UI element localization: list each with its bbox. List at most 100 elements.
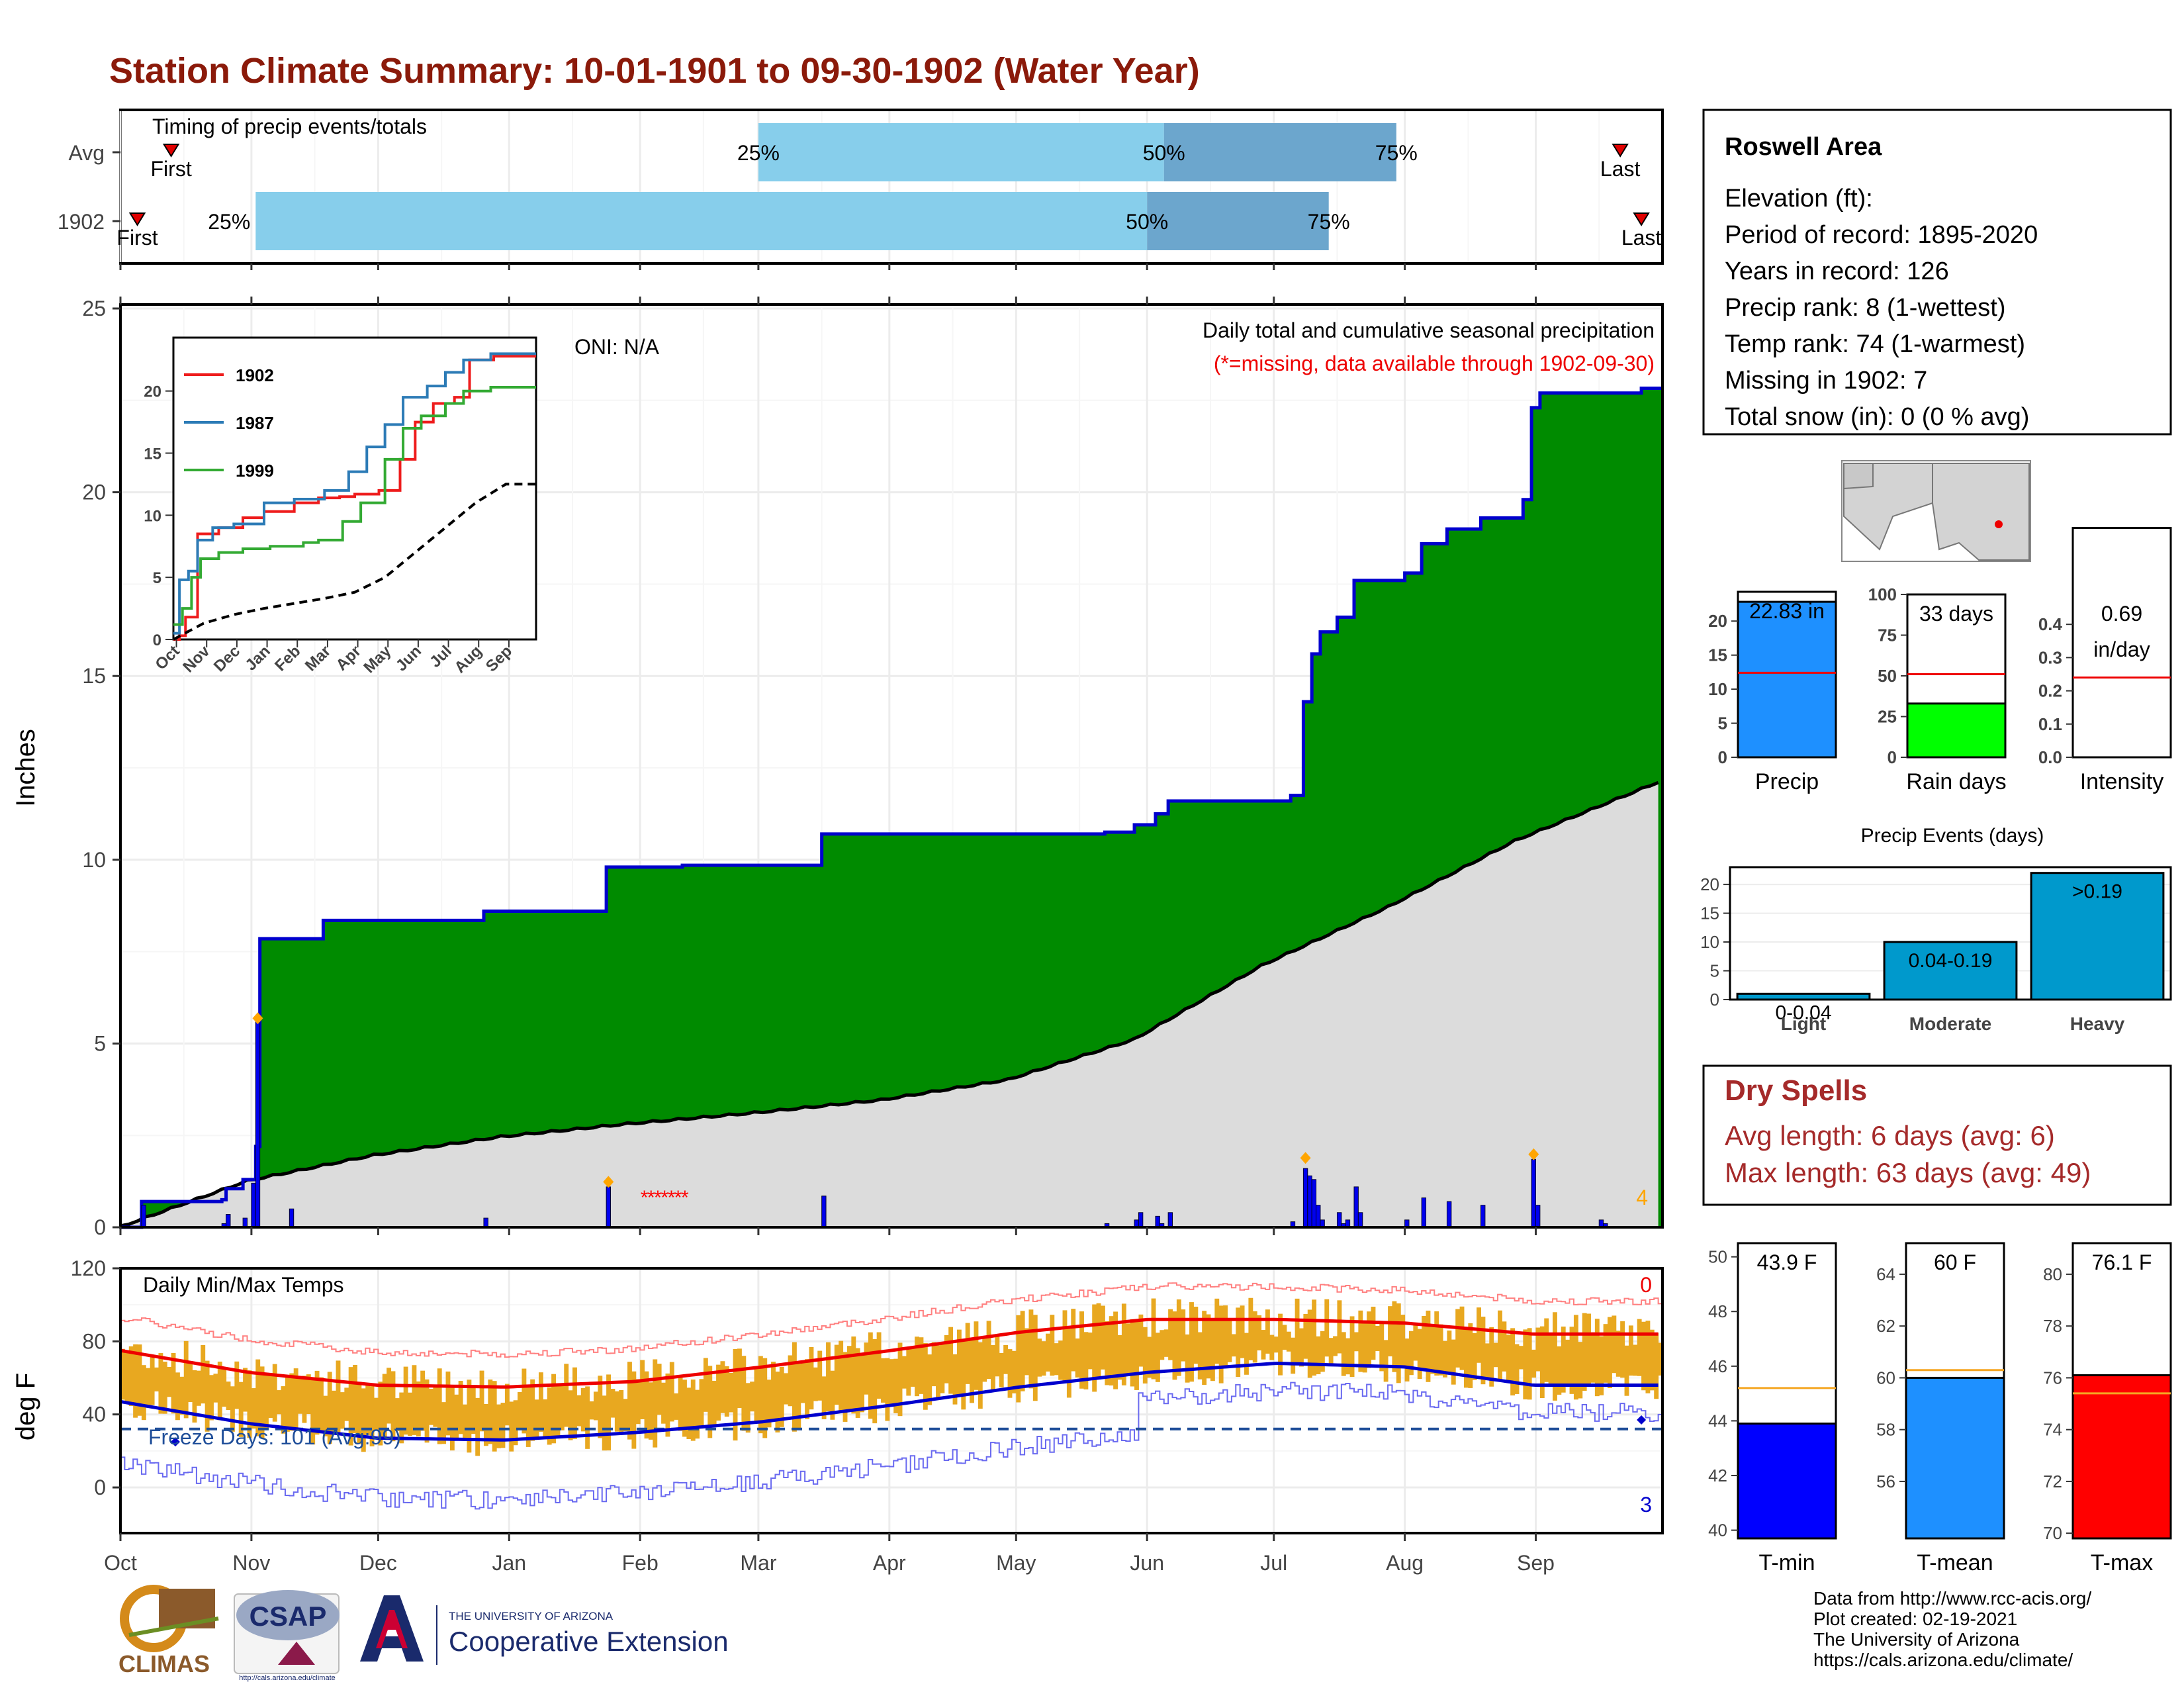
daily-temp-bar bbox=[897, 1342, 903, 1417]
daily-temp-bar bbox=[762, 1358, 768, 1438]
daily-temp-bar bbox=[1126, 1323, 1131, 1374]
daily-temp-bar bbox=[1459, 1306, 1465, 1370]
daily-temp-bar bbox=[382, 1374, 387, 1439]
mini-bar-value-text: 76.1 F bbox=[2092, 1250, 2152, 1274]
daily-temp-bar bbox=[238, 1382, 244, 1437]
daily-temp-bar bbox=[809, 1346, 814, 1410]
daily-temp-bar bbox=[1548, 1335, 1553, 1387]
daily-precip-bar bbox=[1531, 1158, 1536, 1228]
extreme-event-marker bbox=[1528, 1148, 1539, 1160]
daily-temp-bar bbox=[606, 1374, 611, 1451]
mini-bar-tick-label: 78 bbox=[2043, 1316, 2062, 1336]
mini-bar-tick-label: 64 bbox=[1876, 1264, 1895, 1284]
daily-temp-bar bbox=[1007, 1349, 1013, 1398]
daily-temp-bar bbox=[627, 1362, 632, 1440]
inset-y-tick-label: 0 bbox=[153, 632, 161, 649]
daily-temp-bar bbox=[1121, 1303, 1126, 1385]
precip-frame bbox=[119, 303, 1664, 1229]
daily-temp-bar bbox=[839, 1340, 844, 1412]
daily-temp-bar bbox=[834, 1344, 839, 1405]
daily-temp-bar bbox=[1426, 1310, 1431, 1382]
mini-bar-tick-label: 0.0 bbox=[2038, 747, 2062, 767]
daily-temp-bar bbox=[1628, 1325, 1633, 1376]
daily-temp-bar bbox=[1658, 1342, 1663, 1376]
daily-temp-bar bbox=[661, 1382, 666, 1424]
mini-bar-intensity: 0.0 0.1 0.2 0.3 0.4 0.69 in/day Intensity bbox=[2038, 527, 2172, 794]
precip-x-ticks bbox=[119, 297, 1537, 1235]
daily-temp-bar bbox=[771, 1362, 776, 1421]
daily-precip-bar bbox=[1480, 1205, 1486, 1228]
climas-logo-stroke bbox=[128, 1617, 219, 1637]
daily-temp-bar bbox=[285, 1376, 290, 1432]
daily-temp-bar bbox=[213, 1374, 218, 1403]
daily-temp-bar bbox=[1024, 1328, 1029, 1376]
daily-temp-bar bbox=[720, 1361, 725, 1413]
daily-temp-bar bbox=[695, 1389, 700, 1439]
daily-temp-bar bbox=[390, 1371, 396, 1442]
daily-temp-bar bbox=[750, 1382, 755, 1412]
daily-temp-bar bbox=[1396, 1303, 1401, 1383]
mini-bar-rain-days: 0 25 50 75 100 33 days Rain days bbox=[1868, 585, 2007, 794]
daily-temp-bar bbox=[1252, 1311, 1257, 1363]
events-bar-label: 0-0.04 bbox=[1775, 1002, 1831, 1023]
daily-temp-bar bbox=[1489, 1327, 1494, 1387]
mini-bar-t-mean: 56 58 60 62 64 60 F T-mean bbox=[1876, 1242, 2005, 1575]
daily-temp-bar bbox=[1117, 1335, 1122, 1380]
dry-spells-avg: Avg length: 6 days (avg: 6) bbox=[1725, 1120, 2055, 1151]
inset-lines bbox=[173, 352, 536, 641]
daily-temp-bar bbox=[1130, 1319, 1135, 1387]
mini-bar-tick-label: 50 bbox=[1878, 666, 1897, 686]
temp-y-tick-label: 40 bbox=[82, 1403, 106, 1427]
daily-temp-bar bbox=[1527, 1328, 1532, 1400]
extreme-event-marker bbox=[603, 1176, 614, 1188]
timing-bars: 25% 50% 75% First Last 25% 50% 75% First Last bbox=[116, 123, 1661, 250]
daily-temp-bar bbox=[1371, 1306, 1376, 1360]
events-frame bbox=[1729, 866, 2172, 1001]
mini-bar-tick-label: 58 bbox=[1876, 1420, 1895, 1440]
daily-temp-bar bbox=[1083, 1332, 1089, 1389]
daily-temp-bar bbox=[572, 1367, 577, 1439]
temp-y-tick-label: 80 bbox=[82, 1329, 106, 1353]
timing-pct-label: 75% bbox=[1308, 210, 1350, 234]
daily-temp-bar bbox=[733, 1348, 738, 1441]
normal-max-line bbox=[120, 1317, 1659, 1389]
daily-precip-bar bbox=[1311, 1179, 1317, 1228]
daily-temp-bar bbox=[1615, 1331, 1621, 1377]
precip-y-axis: 0 5 10 15 20 25 bbox=[82, 297, 120, 1239]
daily-temp-bar bbox=[640, 1360, 645, 1419]
daily-precip-bar bbox=[226, 1214, 231, 1228]
precip-summary-bars: 0 5 10 15 20 22.83 in Precip 0 25 50 75 100 33 days R… bbox=[1708, 527, 2172, 794]
daily-temp-bar bbox=[1578, 1342, 1583, 1399]
daily-temp-bar bbox=[1599, 1336, 1604, 1395]
daily-temp-bar bbox=[559, 1385, 565, 1430]
daily-temp-bar bbox=[1054, 1343, 1059, 1376]
daily-temp-bar bbox=[196, 1370, 201, 1406]
temp-rank: Temp rank: 74 (1-warmest) bbox=[1725, 330, 2025, 358]
csap-logo: CSAP http://cals.arizona.edu/climate bbox=[234, 1590, 340, 1682]
dry-spells-box: Dry Spells Avg length: 6 days (avg: 6) M… bbox=[1702, 1064, 2172, 1206]
month-label: Nov bbox=[232, 1551, 270, 1575]
mini-bar-label: T-mean bbox=[1917, 1550, 1993, 1575]
daily-temp-bar bbox=[1087, 1333, 1093, 1370]
daily-temp-bar bbox=[711, 1380, 717, 1427]
mini-bar-label: Intensity bbox=[2080, 769, 2164, 794]
daily-temp-bar bbox=[289, 1373, 295, 1431]
mini-bar-tick-label: 15 bbox=[1708, 645, 1727, 665]
mini-bar-label: Rain days bbox=[1906, 769, 2006, 794]
mini-bar-value bbox=[2071, 527, 2172, 759]
freeze-marker bbox=[170, 1437, 180, 1447]
daily-temp-bar bbox=[1214, 1298, 1220, 1364]
daily-temp-bar bbox=[458, 1381, 463, 1434]
timing-label: Timing of precip events/totals bbox=[152, 115, 427, 138]
daily-temp-bar bbox=[1011, 1350, 1017, 1393]
daily-temp-bar bbox=[454, 1394, 459, 1439]
missing-day-mark: * bbox=[641, 1187, 649, 1209]
daily-precip-bar bbox=[289, 1208, 295, 1228]
daily-temp-bar bbox=[416, 1381, 421, 1437]
inset-frame bbox=[172, 336, 537, 641]
daily-temp-bar bbox=[817, 1350, 823, 1401]
daily-temp-bar bbox=[547, 1387, 552, 1445]
daily-temp-bar bbox=[1210, 1318, 1215, 1382]
daily-precip-bar bbox=[1316, 1205, 1321, 1228]
footer-credits: Data from http://www.rcc-acis.org/ Plot … bbox=[1813, 1588, 2091, 1670]
